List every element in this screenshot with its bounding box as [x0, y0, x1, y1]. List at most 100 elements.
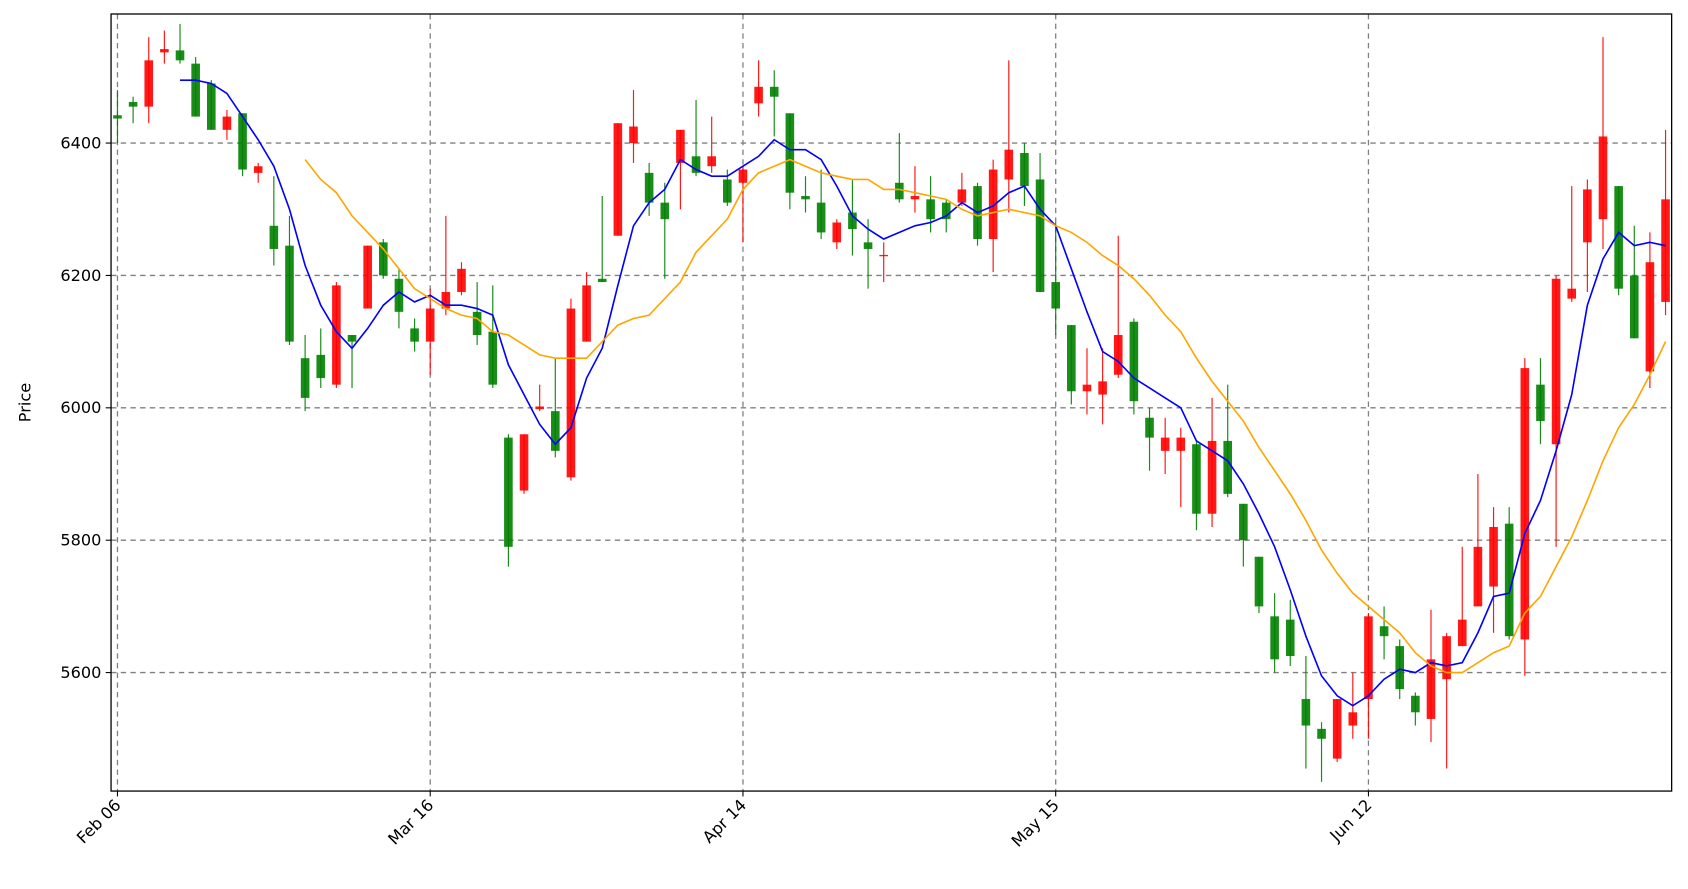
candle-body: [1489, 526, 1498, 587]
y-tick-label: 6200: [60, 266, 101, 285]
candle-body: [723, 179, 732, 203]
y-axis-label: Price: [15, 383, 34, 422]
candle-body: [253, 166, 263, 173]
candle-body: [816, 202, 826, 233]
candle-body: [1379, 626, 1389, 637]
candle-body: [660, 202, 670, 220]
candle-body: [206, 83, 216, 130]
candle-body: [1301, 699, 1311, 726]
candle-body: [316, 354, 326, 379]
x-tick-label: Feb 06: [73, 796, 125, 848]
y-tick-label: 6400: [60, 133, 101, 152]
moving-average-line: [180, 79, 1666, 707]
candle-body: [785, 113, 795, 193]
x-tick-label: Jun 12: [1325, 796, 1375, 846]
candle-body: [941, 202, 951, 220]
candle-body: [1364, 616, 1373, 700]
candle-body: [488, 331, 498, 385]
candle-body: [1395, 646, 1405, 690]
candle-body: [1285, 619, 1295, 657]
candle-body: [425, 308, 435, 342]
candle-body: [1348, 712, 1358, 726]
candle-body: [1145, 417, 1154, 438]
candle-body: [848, 212, 857, 230]
candle-body: [504, 437, 513, 547]
candle-body: [1239, 503, 1248, 541]
candle-body: [644, 172, 654, 203]
candle-body: [910, 196, 920, 200]
candle-body: [1035, 179, 1045, 292]
candle-body: [566, 308, 576, 478]
candle-body: [1504, 523, 1514, 637]
y-tick-label: 5800: [60, 531, 101, 550]
candle-body: [707, 156, 716, 167]
candle-body: [1317, 728, 1326, 739]
candle-body: [1614, 186, 1623, 289]
candle-body: [128, 102, 138, 107]
candle-body: [363, 245, 372, 309]
candle-body: [1254, 556, 1264, 607]
candle-body: [1551, 278, 1561, 445]
candle-body: [1098, 381, 1107, 395]
candle-body: [801, 196, 810, 200]
candle-body: [988, 169, 998, 240]
y-tick-label: 5600: [60, 663, 101, 682]
candle-body: [1426, 659, 1436, 719]
candle-body: [332, 285, 341, 385]
candle-body: [1583, 189, 1592, 243]
moving-average-line: [304, 158, 1667, 674]
candle-body: [1051, 282, 1061, 309]
candle-body: [144, 60, 154, 107]
candle-body: [754, 86, 763, 104]
candle-body: [879, 254, 888, 257]
candle-body: [379, 242, 388, 276]
candle-body: [535, 406, 544, 410]
candle-body: [410, 328, 419, 342]
candle-body: [519, 434, 529, 491]
candle-body: [1536, 384, 1545, 422]
candle-body: [1442, 636, 1451, 680]
candle-body: [1082, 384, 1092, 392]
candle-body: [160, 49, 169, 53]
candle-body: [832, 222, 842, 243]
candle-body: [1160, 437, 1170, 451]
candle-body: [769, 86, 779, 97]
candle-body: [222, 116, 232, 130]
candle-body: [347, 335, 357, 342]
candle-body: [1567, 288, 1577, 299]
candle-body: [1473, 546, 1483, 607]
candle-body: [895, 182, 904, 200]
candle-body: [191, 63, 200, 117]
candle-body: [957, 189, 967, 203]
candle-body: [1176, 437, 1186, 451]
candle-body: [551, 411, 560, 451]
candle-body: [1457, 619, 1467, 647]
candle-body: [238, 113, 247, 170]
candle-body: [1270, 616, 1279, 660]
candle-body: [1645, 262, 1655, 372]
candle-body: [613, 123, 623, 236]
candle-body: [1129, 321, 1139, 402]
candle-body: [1020, 152, 1029, 187]
candle-body: [597, 278, 607, 283]
candle-body: [1411, 695, 1420, 713]
candle-body: [1192, 444, 1201, 514]
x-tick-label: Apr 14: [699, 796, 750, 847]
candle-body: [285, 245, 294, 342]
candle-body: [1520, 368, 1530, 640]
x-tick-label: Mar 16: [384, 796, 437, 849]
candle-body: [441, 291, 451, 309]
candle-body: [1598, 136, 1608, 220]
y-tick-label: 6000: [60, 398, 101, 417]
candle-body: [394, 278, 404, 312]
candle-body: [629, 126, 638, 144]
candle-body: [472, 311, 482, 336]
candle-body: [1004, 149, 1014, 180]
candle-body: [863, 242, 873, 249]
candle-body: [269, 225, 279, 249]
x-tick-label: May 15: [1008, 796, 1063, 851]
candle-body: [300, 358, 310, 398]
candle-body: [175, 50, 185, 61]
